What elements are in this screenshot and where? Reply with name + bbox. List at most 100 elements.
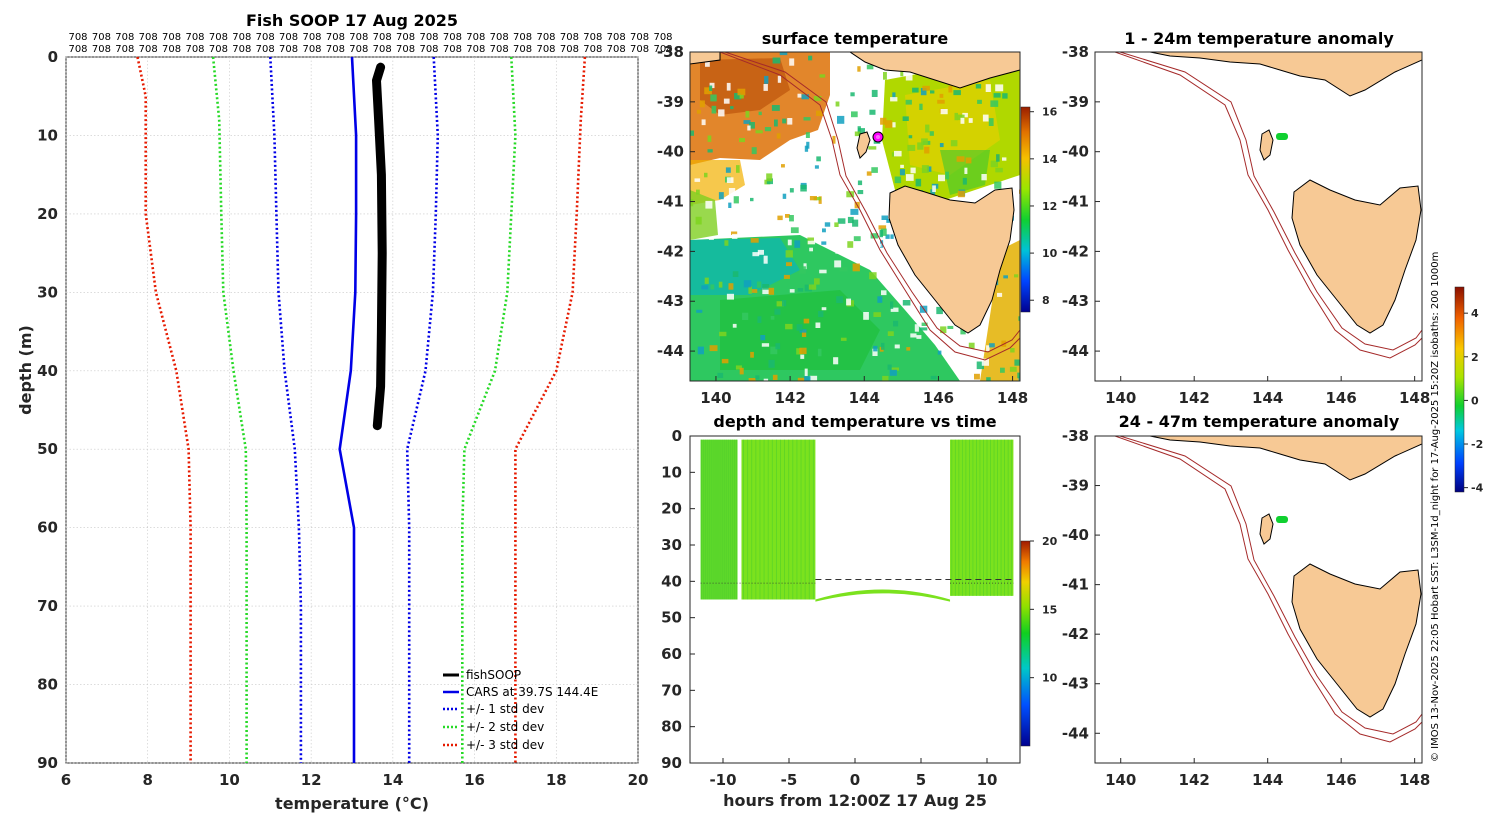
sst-pixel bbox=[840, 337, 847, 341]
sst-pixel bbox=[709, 82, 715, 89]
sst-pixel bbox=[794, 240, 801, 248]
sst-pixel bbox=[728, 283, 734, 290]
anomaly-24-47m-map: 24 - 47m temperature anomaly 140 142 144 14… bbox=[1062, 286, 1484, 789]
sst-pixel bbox=[922, 293, 927, 299]
sst-pixel bbox=[736, 165, 740, 173]
y-tick-label: 80 bbox=[37, 676, 58, 694]
colorbar-tick-label: -2 bbox=[1471, 438, 1483, 451]
sst-pixel bbox=[925, 124, 930, 133]
sst-pixel bbox=[717, 372, 724, 378]
sst-pixel bbox=[832, 135, 836, 144]
sst-pixel bbox=[900, 164, 904, 168]
sst-pixel bbox=[871, 89, 878, 97]
y-tick-label: 30 bbox=[37, 283, 58, 301]
sst-pixel bbox=[742, 312, 749, 320]
anomaly-colorbar bbox=[1454, 286, 1465, 493]
sst-pixel bbox=[763, 255, 768, 264]
sst-pixel bbox=[939, 93, 944, 98]
sst-pixel bbox=[964, 167, 968, 174]
anomaly-patch bbox=[1276, 516, 1288, 523]
sst-pixel bbox=[863, 312, 869, 320]
king-island bbox=[856, 131, 871, 159]
sst-pixel bbox=[965, 157, 972, 164]
sst-pixel bbox=[747, 125, 751, 131]
top-label: 708 bbox=[185, 44, 204, 55]
series-line--1-std bbox=[269, 56, 303, 763]
top-label: 708 bbox=[513, 44, 532, 55]
sst-pixel bbox=[748, 286, 752, 294]
sst-title: surface temperature bbox=[762, 29, 949, 48]
sst-pixel bbox=[927, 166, 932, 172]
sst-pixel bbox=[974, 373, 980, 380]
anomaly-colorbar-ticks: 4 2 0 -2 -4 bbox=[1464, 307, 1484, 495]
sst-pixel bbox=[704, 87, 712, 95]
sst-pixel bbox=[873, 345, 878, 352]
sst-pixel bbox=[704, 172, 708, 178]
sst-pixel bbox=[876, 243, 882, 247]
sst-pixel bbox=[889, 369, 897, 376]
sst-pixel bbox=[796, 348, 802, 355]
top-label: 708 bbox=[583, 32, 602, 43]
y-tick-label: -44 bbox=[657, 342, 684, 360]
top-label: 708 bbox=[630, 32, 649, 43]
top-label: 708 bbox=[162, 44, 181, 55]
top-label: 708 bbox=[513, 32, 532, 43]
legend-label: +/- 1 std dev bbox=[466, 702, 544, 716]
legend-entry-std2: +/- 2 std dev bbox=[443, 720, 544, 734]
sst-pixel bbox=[695, 216, 702, 225]
colorbar-tick-label: 8 bbox=[1042, 294, 1050, 307]
sst-pixel bbox=[815, 322, 821, 328]
sst-pixel bbox=[804, 284, 812, 292]
x-tick-label: 20 bbox=[628, 771, 649, 789]
legend-label: fishSOOP bbox=[466, 668, 521, 682]
sst-pixel bbox=[852, 263, 860, 272]
sst-pixel bbox=[785, 214, 790, 218]
profile-series bbox=[136, 56, 587, 763]
dive-block bbox=[700, 439, 738, 600]
top-label: 708 bbox=[115, 32, 134, 43]
sst-pixel bbox=[981, 358, 989, 366]
sst-pixel bbox=[937, 350, 942, 355]
x-tick-label: 10 bbox=[219, 771, 240, 789]
y-tick-label: -42 bbox=[1062, 625, 1089, 643]
sst-pixel bbox=[968, 118, 973, 123]
sst-pixel bbox=[894, 150, 902, 157]
sst-pixel bbox=[902, 300, 911, 306]
sst-pixel bbox=[890, 307, 899, 312]
sst-pixel bbox=[980, 194, 986, 201]
series-line--2-std bbox=[461, 56, 517, 763]
sst-pixel bbox=[764, 75, 769, 84]
top-label: 708 bbox=[490, 44, 509, 55]
sst-pixel bbox=[757, 316, 762, 323]
sst-pixel bbox=[726, 177, 734, 183]
top-label: 708 bbox=[139, 32, 158, 43]
sst-pixel bbox=[818, 311, 824, 318]
top-label: 708 bbox=[349, 44, 368, 55]
sst-pixel bbox=[801, 330, 807, 337]
sst-pixel bbox=[809, 375, 818, 381]
sst-pixel bbox=[882, 375, 889, 381]
top-label: 708 bbox=[443, 32, 462, 43]
sst-pixel bbox=[790, 227, 799, 234]
sst-pixel bbox=[976, 361, 984, 370]
top-label: 708 bbox=[68, 32, 87, 43]
sst-pixel bbox=[721, 358, 729, 364]
credit-text: © IMOS 13-Nov-2025 22:05 Hobart SST: L3S… bbox=[1430, 252, 1441, 762]
sst-pixel bbox=[751, 147, 757, 155]
top-label: 708 bbox=[92, 32, 111, 43]
sst-pixel bbox=[799, 329, 807, 333]
top-label: 708 bbox=[490, 32, 509, 43]
top-label: 708 bbox=[419, 44, 438, 55]
anom2-ticks: 140 142 144 146 148 -38 -39 -40 -41 -42 -43 -44 bbox=[1062, 427, 1430, 789]
sst-pixel bbox=[930, 375, 937, 380]
sst-pixel bbox=[1010, 348, 1015, 353]
sst-pixel bbox=[731, 231, 738, 235]
sst-pixel bbox=[922, 85, 930, 91]
sst-pixel bbox=[711, 105, 717, 114]
sst-pixel bbox=[708, 236, 714, 240]
sst-pixel bbox=[785, 250, 793, 258]
sst-pixel bbox=[986, 345, 990, 352]
x-tick-label: 8 bbox=[142, 771, 152, 789]
sst-pixel bbox=[866, 171, 872, 176]
y-tick-label: -39 bbox=[1062, 93, 1089, 111]
